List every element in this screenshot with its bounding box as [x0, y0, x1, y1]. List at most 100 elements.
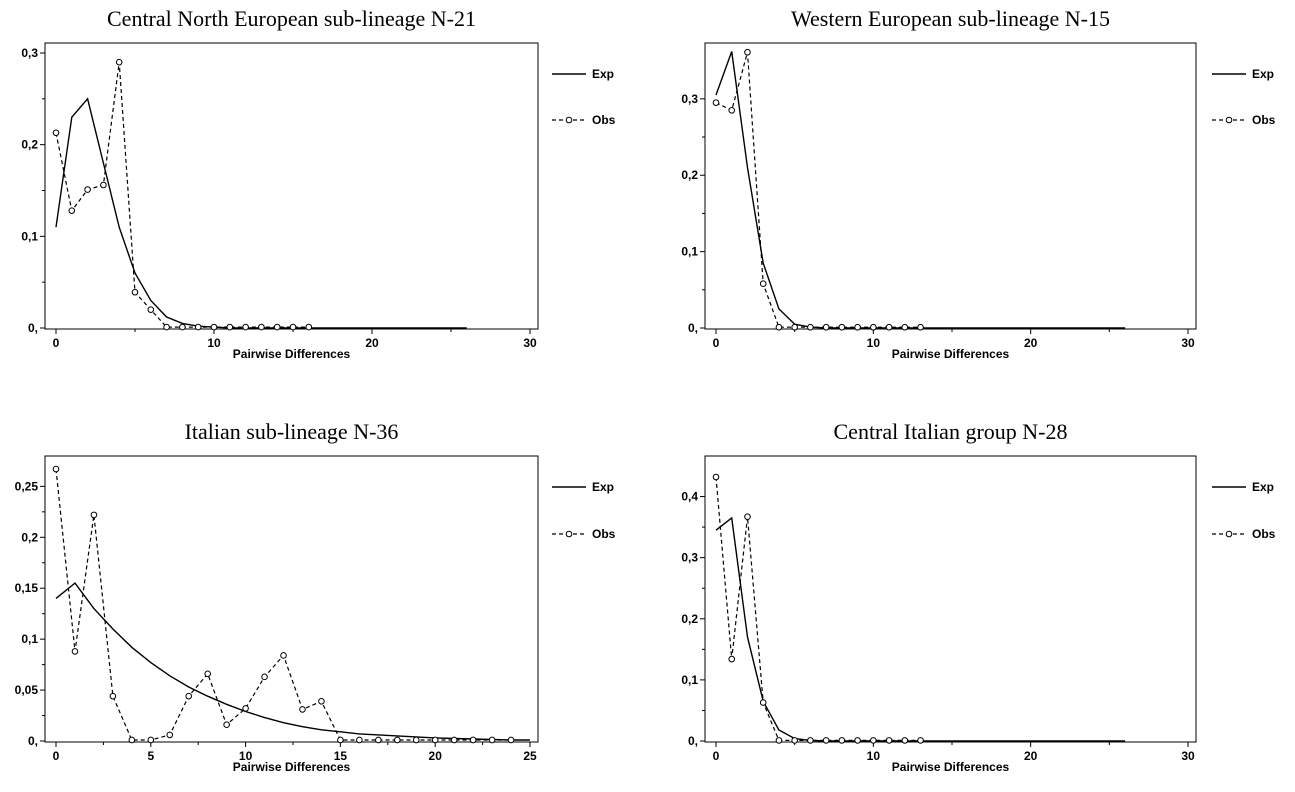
- y-tick-label: 0,2: [681, 168, 698, 182]
- data-point-obs: [822, 737, 830, 744]
- data-point-obs: [128, 736, 136, 744]
- data-point-obs: [507, 736, 515, 744]
- y-tick-label: 0,15: [15, 581, 39, 595]
- data-point-obs: [356, 736, 363, 744]
- data-point-obs: [775, 737, 783, 744]
- data-point-obs: [147, 736, 155, 744]
- chart-panel-4: Central Italian group N-28 0, 0,1 0,2 0,3 0,4…: [681, 419, 1275, 774]
- data-point-obs: [166, 731, 174, 739]
- x-tick-label: 10: [239, 749, 253, 763]
- data-point-obs: [791, 323, 798, 331]
- y-tick-label: 0,: [688, 321, 698, 335]
- data-point-obs: [759, 280, 767, 287]
- legend-label-obs: Obs: [592, 113, 616, 127]
- x-tick-label: 0: [53, 749, 60, 763]
- series-line-obs: [55, 469, 511, 741]
- data-point-obs: [431, 736, 439, 744]
- data-point-obs: [305, 323, 313, 331]
- y-tick-label: 0,1: [21, 632, 38, 646]
- data-point-obs: [728, 655, 736, 663]
- y-tick-label: 0,: [28, 734, 38, 748]
- x-axis-label: Pairwise Differences: [233, 347, 351, 361]
- series-line-obs: [715, 52, 921, 328]
- x-tick-label: 10: [867, 336, 881, 350]
- data-point-obs: [71, 648, 79, 655]
- data-point-obs: [84, 186, 91, 193]
- series-line-obs: [55, 62, 309, 328]
- data-point-obs: [744, 513, 751, 521]
- data-point-obs: [223, 721, 230, 729]
- data-point-obs: [450, 736, 458, 744]
- chart-panel-1: Central North European sub-lineage N-21 0…: [21, 6, 615, 361]
- data-point-obs: [52, 465, 60, 473]
- data-point-obs: [791, 737, 798, 744]
- data-point-obs: [289, 323, 297, 331]
- series-line-exp: [55, 582, 530, 741]
- x-tick-label: 20: [365, 336, 379, 350]
- series-line-exp: [715, 51, 1126, 329]
- x-tick-label: 0: [713, 749, 720, 763]
- data-point-obs: [318, 697, 325, 705]
- data-point-obs: [469, 736, 477, 744]
- data-point-obs: [393, 736, 401, 744]
- y-tick-label: 0,: [688, 734, 698, 748]
- y-tick-label: 0,25: [15, 479, 39, 493]
- legend-label-exp: Exp: [592, 480, 614, 494]
- y-tick-label: 0,3: [681, 551, 698, 565]
- data-point-obs: [885, 323, 893, 331]
- data-point-obs: [917, 737, 924, 744]
- chart-title: Central Italian group N-28: [834, 419, 1068, 444]
- data-point-obs: [854, 737, 861, 744]
- data-point-obs: [273, 323, 281, 331]
- y-tick-label: 0,2: [681, 612, 698, 626]
- y-tick-label: 0,2: [21, 138, 38, 152]
- data-point-obs: [901, 323, 909, 331]
- data-point-obs: [728, 106, 736, 114]
- data-point-obs: [807, 323, 814, 331]
- legend-label-exp: Exp: [1252, 480, 1274, 494]
- legend-label-obs: Obs: [592, 527, 616, 541]
- legend-label-obs: Obs: [1252, 113, 1276, 127]
- data-point-obs: [917, 323, 924, 331]
- data-point-obs: [488, 736, 496, 744]
- x-tick-label: 30: [1181, 749, 1195, 763]
- x-tick-label: 0: [53, 336, 60, 350]
- data-point-obs: [204, 670, 211, 678]
- y-tick-label: 0,1: [21, 229, 38, 243]
- legend-label-exp: Exp: [1252, 67, 1274, 81]
- x-tick-label: 5: [147, 749, 154, 763]
- data-point-obs: [299, 706, 306, 713]
- plot-frame: [704, 42, 1197, 330]
- legend-marker-obs: [1225, 116, 1233, 124]
- x-tick-label: 30: [523, 336, 537, 350]
- legend-label-exp: Exp: [592, 67, 614, 81]
- plot-frame: [44, 455, 539, 743]
- y-tick-label: 0,2: [21, 530, 38, 544]
- chart-title: Italian sub-lineage N-36: [185, 419, 399, 444]
- legend-label-obs: Obs: [1252, 527, 1276, 541]
- data-point-obs: [242, 323, 249, 331]
- legend-marker-obs: [1225, 530, 1233, 538]
- y-tick-label: 0,4: [681, 490, 698, 504]
- data-point-obs: [712, 99, 720, 106]
- data-point-obs: [375, 736, 382, 744]
- data-point-obs: [807, 737, 814, 744]
- data-point-obs: [194, 323, 202, 331]
- data-point-obs: [870, 737, 877, 744]
- data-point-obs: [163, 323, 170, 331]
- data-point-obs: [261, 673, 268, 681]
- x-axis-label: Pairwise Differences: [892, 760, 1010, 774]
- series-line-exp: [55, 97, 467, 329]
- data-point-obs: [90, 511, 98, 519]
- chart-panel-2: Western European sub-lineage N-15 0, 0,1 0,…: [681, 6, 1275, 361]
- y-tick-label: 0,1: [681, 673, 698, 687]
- data-point-obs: [870, 323, 877, 331]
- x-axis-label: Pairwise Differences: [892, 347, 1010, 361]
- legend-marker-obs: [565, 116, 573, 124]
- chart-title: Central North European sub-lineage N-21: [107, 6, 476, 31]
- data-point-obs: [838, 323, 846, 331]
- data-point-obs: [242, 705, 249, 712]
- x-tick-label: 25: [523, 749, 537, 763]
- x-tick-label: 0: [713, 336, 720, 350]
- data-point-obs: [901, 737, 909, 744]
